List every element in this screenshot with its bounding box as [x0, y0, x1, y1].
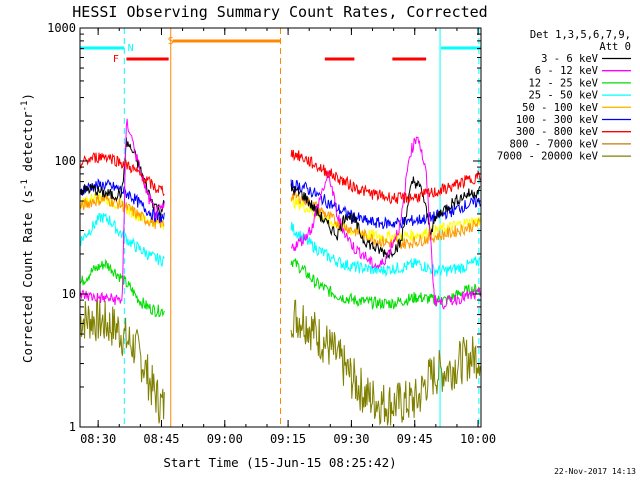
x-tick-label-6: 10:00 — [460, 432, 496, 446]
series-3-6kev-1 — [290, 176, 481, 260]
x-axis-label: Start Time (15-Jun-15 08:25:42) — [163, 455, 396, 470]
legend-label-0: 3 - 6 keV — [541, 53, 599, 65]
y-tick-label-0: 1 — [69, 420, 76, 434]
series-25-50kev-1 — [290, 221, 481, 278]
plot-area — [80, 28, 481, 427]
series-7000-20000kev-1 — [290, 299, 481, 426]
legend-label-7: 800 - 7000 keV — [509, 138, 598, 150]
legend-label-5: 100 - 300 keV — [516, 114, 599, 126]
legend-header-1: Det 1,3,5,6,7,9, — [530, 29, 631, 41]
x-tick-label-1: 08:45 — [143, 432, 179, 446]
flag-label-N: N — [128, 43, 134, 54]
x-tick-label-0: 08:30 — [80, 432, 116, 446]
flag-label-F: F — [113, 54, 119, 65]
legend-label-8: 7000 - 20000 keV — [497, 151, 599, 163]
x-tick-label-5: 09:45 — [397, 432, 433, 446]
series-12-25kev-0 — [80, 258, 165, 317]
legend-label-2: 12 - 25 keV — [528, 77, 598, 89]
x-tick-label-3: 09:15 — [270, 432, 306, 446]
series-300-800kev-1 — [290, 190, 481, 250]
series-7000-20000kev-0 — [80, 297, 165, 424]
flag-label-S: S — [168, 36, 174, 47]
series-totalred-0 — [80, 152, 165, 197]
y-tick-label-3: 1000 — [47, 21, 76, 35]
y-tick-label-1: 10 — [62, 287, 76, 301]
x-tick-label-2: 09:00 — [207, 432, 243, 446]
series-300-800kev-0 — [80, 194, 165, 230]
y-axis-label-main: Corrected Count Rate (s — [20, 190, 35, 363]
series-totalred-1 — [290, 149, 481, 205]
plot-frame — [79, 27, 482, 428]
y-axis-label-sup1: -1 — [20, 179, 30, 190]
y-axis-label-mid: detector — [20, 111, 35, 179]
series-25-50kev-0 — [80, 212, 165, 268]
legend-label-3: 25 - 50 keV — [528, 90, 598, 102]
y-axis-label-end: ) — [20, 93, 35, 101]
y-tick-label-2: 100 — [54, 154, 76, 168]
chart-title: HESSI Observing Summary Count Rates, Cor… — [72, 3, 487, 21]
footer-date: 22-Nov-2017 14:13 — [554, 467, 636, 476]
series-6-12kev-0 — [80, 118, 165, 306]
series-6-12kev-1 — [290, 136, 481, 310]
y-axis-label-sup2: -1 — [20, 101, 30, 112]
x-tick-label-4: 09:30 — [333, 432, 369, 446]
y-axis-label: Corrected Count Rate (s-1 detector-1) — [20, 93, 35, 363]
axes: 08:30 08:45 09:00 09:15 09:30 09:45 10:00 1 10 10… — [47, 21, 496, 446]
legend-header-2: Att 0 — [599, 41, 631, 53]
legend-label-1: 6 - 12 keV — [535, 65, 599, 77]
legend-label-4: 50 - 100 keV — [522, 102, 599, 114]
series-3-6kev-0 — [80, 137, 165, 217]
legend-label-6: 300 - 800 keV — [516, 126, 599, 138]
